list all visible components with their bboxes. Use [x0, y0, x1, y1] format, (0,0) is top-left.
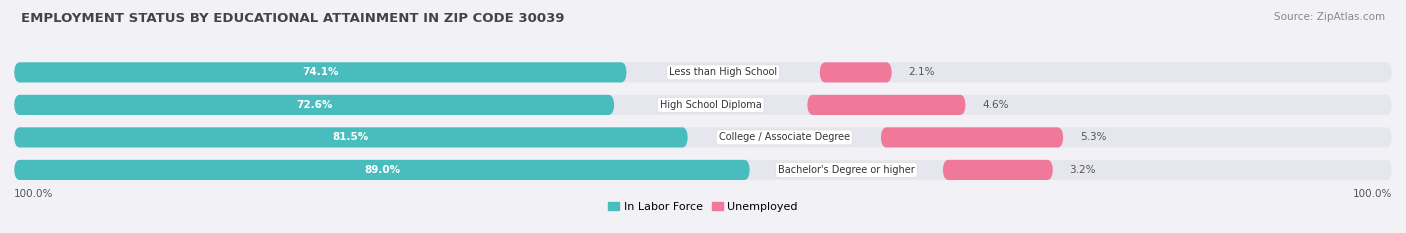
- FancyBboxPatch shape: [880, 127, 1063, 147]
- FancyBboxPatch shape: [14, 160, 1392, 180]
- Text: 72.6%: 72.6%: [297, 100, 332, 110]
- Text: High School Diploma: High School Diploma: [659, 100, 762, 110]
- Text: 3.2%: 3.2%: [1070, 165, 1097, 175]
- Text: 89.0%: 89.0%: [364, 165, 401, 175]
- Text: College / Associate Degree: College / Associate Degree: [718, 132, 849, 142]
- Text: Less than High School: Less than High School: [669, 67, 778, 77]
- FancyBboxPatch shape: [14, 62, 1392, 82]
- Text: 100.0%: 100.0%: [14, 189, 53, 199]
- Text: Bachelor's Degree or higher: Bachelor's Degree or higher: [778, 165, 915, 175]
- FancyBboxPatch shape: [14, 127, 688, 147]
- FancyBboxPatch shape: [14, 95, 614, 115]
- FancyBboxPatch shape: [820, 62, 891, 82]
- Text: 4.6%: 4.6%: [983, 100, 1008, 110]
- FancyBboxPatch shape: [943, 160, 1053, 180]
- FancyBboxPatch shape: [14, 160, 749, 180]
- Legend: In Labor Force, Unemployed: In Labor Force, Unemployed: [603, 197, 803, 216]
- FancyBboxPatch shape: [807, 95, 966, 115]
- FancyBboxPatch shape: [14, 95, 1392, 115]
- Text: 100.0%: 100.0%: [1353, 189, 1392, 199]
- Text: 81.5%: 81.5%: [333, 132, 370, 142]
- Text: 5.3%: 5.3%: [1080, 132, 1107, 142]
- Text: 74.1%: 74.1%: [302, 67, 339, 77]
- FancyBboxPatch shape: [14, 62, 627, 82]
- Text: Source: ZipAtlas.com: Source: ZipAtlas.com: [1274, 12, 1385, 22]
- FancyBboxPatch shape: [14, 127, 1392, 147]
- Text: 2.1%: 2.1%: [908, 67, 935, 77]
- Text: EMPLOYMENT STATUS BY EDUCATIONAL ATTAINMENT IN ZIP CODE 30039: EMPLOYMENT STATUS BY EDUCATIONAL ATTAINM…: [21, 12, 565, 25]
